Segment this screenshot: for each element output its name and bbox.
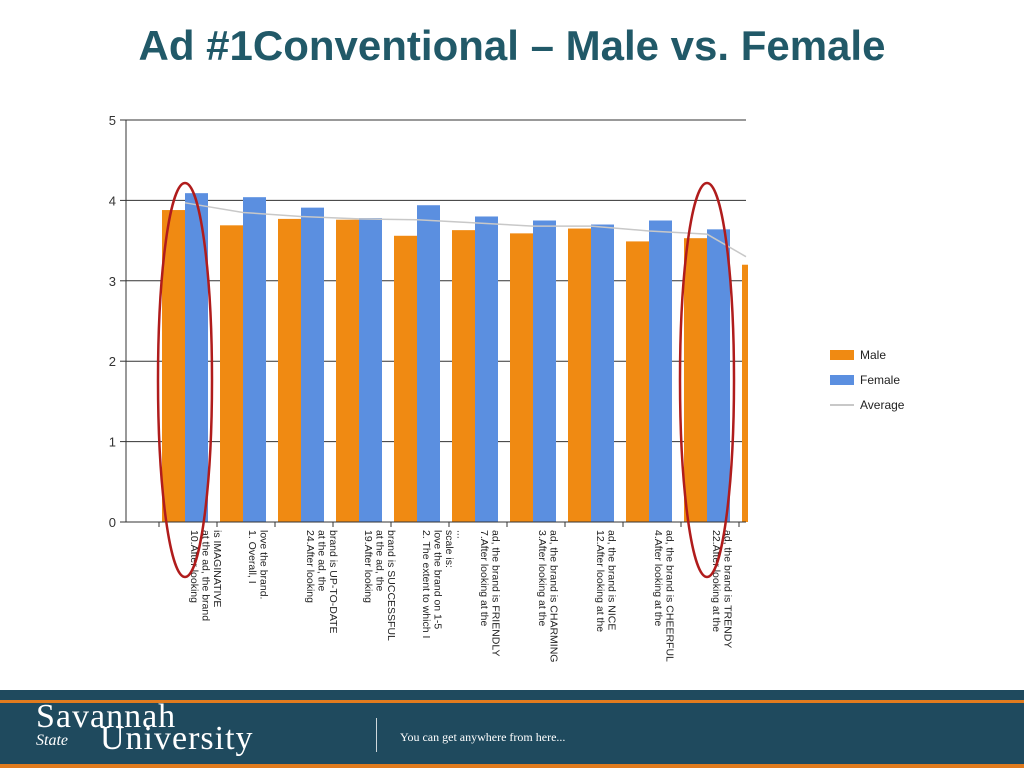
- legend-swatch-female: [830, 375, 854, 385]
- logo-text-university: University: [100, 720, 254, 757]
- bar-male: [626, 241, 649, 523]
- logo-text-state: State: [36, 732, 68, 749]
- y-tick-label: 3: [109, 274, 116, 289]
- bar-male: [568, 228, 591, 523]
- bar-female: [707, 229, 730, 522]
- bar-female: [359, 218, 382, 522]
- highlight-ellipse: [678, 181, 736, 579]
- bar-male: [742, 264, 748, 522]
- category-label: 4.After looking at thead, the brand is C…: [652, 530, 676, 662]
- highlight-ellipses: [156, 181, 736, 579]
- legend-label-male: Male: [860, 348, 886, 362]
- legend-label-female: Female: [860, 373, 900, 387]
- footer-stripe-bottom: [0, 764, 1024, 768]
- bar-male: [162, 210, 185, 522]
- category-label: 2. The extent to which Ilove the brand o…: [420, 530, 467, 638]
- bar-female: [185, 193, 208, 522]
- bar-female: [243, 197, 266, 522]
- axes: [120, 119, 746, 527]
- bar-female: [417, 205, 440, 522]
- footer-divider: [376, 718, 377, 752]
- bar-male: [684, 238, 707, 523]
- y-tick-label: 0: [109, 515, 116, 530]
- highlight-ellipse: [156, 181, 214, 579]
- y-tick-labels: 0 1 2 3 4 5: [109, 113, 116, 530]
- category-labels: 10.After lookingat the ad, the brandis I…: [188, 530, 734, 662]
- bars: [162, 193, 748, 523]
- footer-tagline: You can get anywhere from here...: [400, 730, 566, 744]
- bar-male: [510, 233, 533, 522]
- footer-banner: Savannah State University You can get an…: [0, 690, 1024, 768]
- bar-male: [278, 218, 301, 522]
- average-line: [184, 202, 747, 258]
- y-tick-label: 4: [109, 193, 116, 208]
- footer-stripe-top: [0, 690, 1024, 703]
- bar-female: [649, 220, 672, 522]
- logo-text-savannah: Savannah: [36, 698, 177, 735]
- y-tick-label: 1: [109, 435, 116, 450]
- category-label: 7.After looking at thead, the brand is F…: [478, 530, 502, 656]
- category-label: 10.After lookingat the ad, the brandis I…: [188, 530, 223, 621]
- bar-male: [336, 219, 359, 523]
- y-tick-label: 5: [109, 113, 116, 128]
- legend-swatch-male: [830, 350, 854, 360]
- bar-chart: 0 1 2 3 4 5 10.After lookingat the ad, the br…: [109, 113, 905, 662]
- bar-male: [220, 225, 243, 522]
- bar-female: [533, 220, 556, 522]
- legend: Male Female Average: [830, 348, 905, 412]
- bar-female: [591, 224, 614, 522]
- category-label: 3.After looking at thead, the brand is C…: [536, 530, 560, 662]
- bar-female: [475, 216, 498, 523]
- bar-male: [452, 230, 475, 522]
- slide-title: Ad #1Conventional – Male vs. Female: [138, 22, 886, 69]
- category-label: 19.After lookingat the ad, thebrand is S…: [362, 530, 397, 641]
- bar-female: [301, 207, 324, 523]
- legend-label-average: Average: [860, 398, 905, 412]
- y-tick-label: 2: [109, 354, 116, 369]
- category-label: 24.After lookingat the ad, thebrand is U…: [304, 530, 339, 633]
- bar-male: [394, 235, 417, 522]
- category-label: 1. Overall, Ilove the brand.: [246, 530, 270, 599]
- average-series-line: [184, 202, 747, 258]
- category-label: 12.After looking at thead, the brand is …: [594, 530, 618, 632]
